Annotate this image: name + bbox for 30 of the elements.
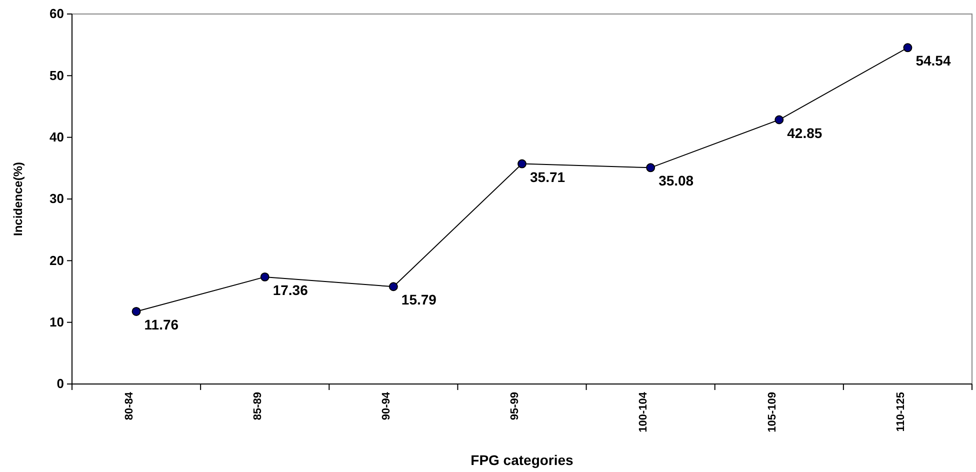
data-label: 42.85	[787, 124, 822, 141]
point	[646, 163, 656, 172]
data-label: 54.54	[916, 52, 951, 69]
data-label: 17.36	[272, 282, 308, 298]
x-tick-label: 100-104	[638, 391, 650, 432]
point	[388, 282, 398, 292]
point	[774, 115, 784, 124]
point	[132, 307, 141, 316]
point	[903, 43, 912, 52]
y-tick-label: 60	[50, 6, 64, 22]
x-tick-label: 110-125	[894, 392, 907, 432]
y-tick-label: 20	[50, 252, 64, 268]
y-axis-title: Incidence(%)	[11, 162, 25, 236]
x-tick-label: 90-94	[380, 391, 393, 420]
x-tick-label: 95-99	[509, 392, 522, 420]
data-label: 15.79	[401, 292, 437, 308]
data-label: 35.71	[530, 168, 566, 185]
x-tick-label: 85-89	[252, 392, 264, 420]
x-tick-label: 105-109	[766, 392, 778, 432]
y-tick-label: 50	[50, 68, 64, 83]
x-tick-label: 80-84	[123, 391, 136, 420]
y-tick-label: 10	[50, 314, 64, 330]
y-tick-label: 0	[56, 376, 64, 392]
point	[518, 159, 526, 168]
y-tick-label: 40	[50, 129, 64, 144]
point	[260, 272, 270, 282]
x-axis-title: FPG categories	[470, 452, 574, 468]
data-label: 35.08	[658, 172, 694, 189]
data-label: 11.76	[144, 316, 179, 332]
y-tick-label: 30	[50, 191, 64, 206]
